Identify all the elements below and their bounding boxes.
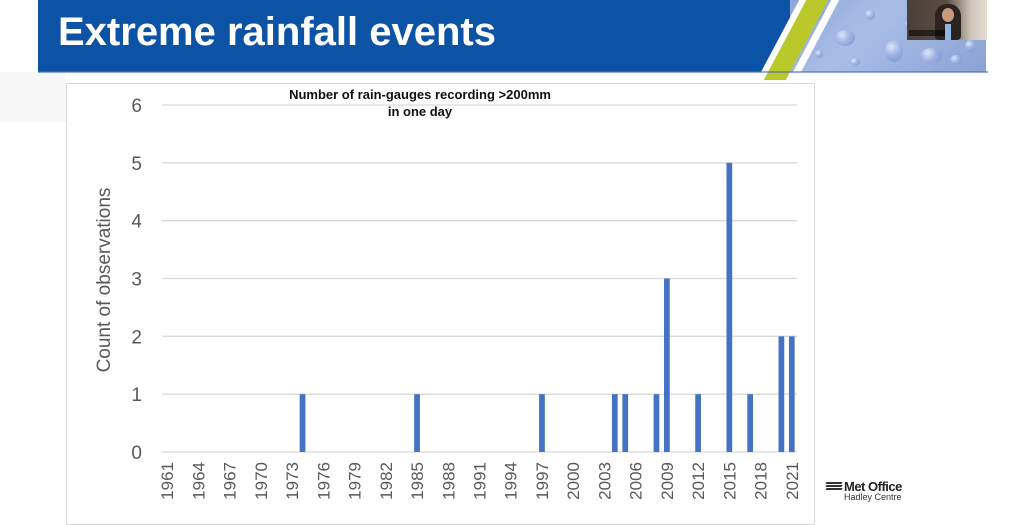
x-tick-label: 1973 [283,462,302,500]
x-tick-label: 1982 [377,462,396,500]
x-tick-label: 1961 [158,462,177,500]
x-tick-label: 1964 [189,462,208,500]
bar-1985 [414,394,420,452]
title-bar [38,0,818,72]
webcam-name-caption [909,30,945,36]
x-tick-label: 1985 [408,462,427,500]
x-tick-label: 1997 [533,462,552,500]
bar-2004 [611,394,618,452]
slide-title: Extreme rainfall events [58,10,496,54]
bar-2012 [695,394,701,452]
chart-title-line: Number of rain-gauges recording >200mm [289,87,551,102]
bars [299,162,795,453]
y-tick-label: 4 [131,212,142,233]
bar-2008 [653,394,660,452]
chart-title-line: in one day [387,104,453,119]
webcam-scarf [945,24,951,40]
x-tick-label: 2015 [720,462,739,500]
y-axis-label: Count of observations [94,188,115,373]
x-tick-label: 2021 [783,462,802,500]
met-office-logo: Met Office Hadley Centre [825,479,916,505]
y-axis-ticks: 0 1 2 3 4 5 6 [131,96,142,464]
title-underline [38,71,988,73]
bar-1997 [539,394,545,452]
webcam-thumbnail[interactable] [907,0,987,40]
x-tick-label: 2009 [658,462,677,500]
x-tick-label: 2000 [564,462,583,500]
x-tick-label: 1991 [471,462,490,500]
bar-2020 [778,336,785,452]
logo-sub-text: Hadley Centre [844,492,902,502]
x-tick-label: 2018 [752,462,771,500]
y-tick-label: 0 [131,443,142,464]
logo-main-text: Met Office [844,479,902,494]
x-tick-label: 2003 [595,462,614,500]
bar-1974 [299,394,306,452]
y-tick-label: 2 [131,327,142,348]
x-tick-label: 1976 [314,462,333,500]
bar-2017 [747,394,754,452]
webcam-face [942,8,954,22]
x-tick-label: 1988 [439,462,458,500]
x-tick-label: 2012 [689,462,708,500]
x-tick-label: 1979 [346,462,365,500]
bar-2021 [788,336,795,452]
y-tick-label: 6 [131,96,142,117]
bar-2005 [622,394,629,452]
x-tick-label: 1994 [502,462,521,500]
x-tick-label: 1970 [252,462,271,500]
chart-frame [66,83,815,525]
y-tick-label: 3 [131,270,142,291]
y-tick-label: 1 [131,385,142,406]
bar-2015 [726,162,733,453]
chart-title: Number of rain-gauges recording >200mm i… [230,86,610,120]
bar-2009 [664,278,670,452]
x-tick-label: 1967 [221,462,240,500]
x-tick-label: 2006 [627,462,646,500]
background-band [0,72,66,122]
met-office-logo-icon [825,482,843,492]
y-tick-label: 5 [131,154,142,175]
gridlines [162,104,797,453]
x-axis-ticks: 1961 1964 1967 1970 1973 1976 1979 1982 1985 1988… [158,462,802,500]
